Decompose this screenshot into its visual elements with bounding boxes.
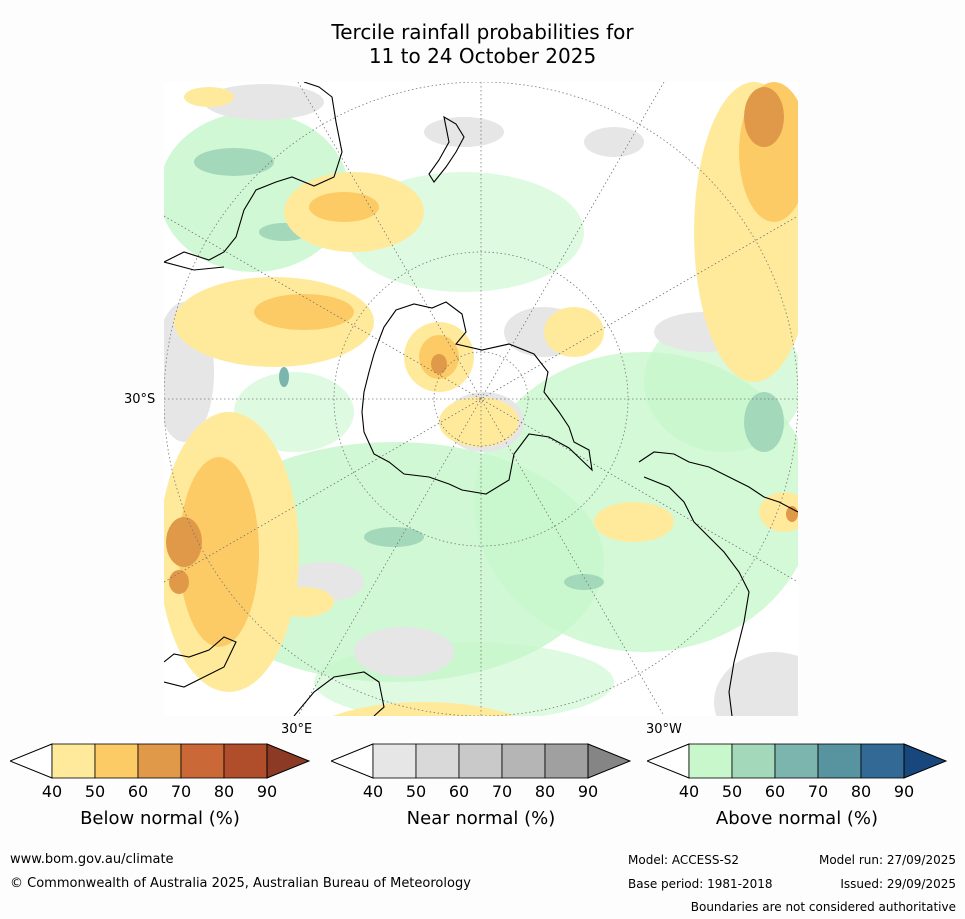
- legend-title: Near normal (%): [406, 808, 556, 829]
- colorbar-tick-label: 40: [678, 782, 700, 801]
- footer-copyright: © Commonwealth of Australia 2025, Austra…: [10, 876, 471, 891]
- legend-near-normal: 40 50 60 70 80 90 Near normal (%): [331, 742, 631, 842]
- longitude-label-east: 30°E: [281, 722, 313, 737]
- colorbar-upper-extension: [266, 743, 310, 779]
- colorbar-tick-label: 80: [213, 782, 235, 801]
- colorbar-tick-label: 60: [448, 782, 470, 801]
- colorbar-segment: [688, 743, 733, 779]
- colorbar-segment: [51, 743, 96, 779]
- colorbar-segment: [774, 743, 819, 779]
- colorbar: [331, 743, 631, 779]
- colorbar-tick-label: 60: [764, 782, 786, 801]
- coastlines: [163, 81, 799, 717]
- latitude-label: 30°S: [124, 392, 156, 407]
- colorbar: [10, 743, 310, 779]
- colorbar-tick-label: 40: [41, 782, 63, 801]
- colorbar-lower-extension: [647, 743, 690, 779]
- colorbar-lower-extension: [331, 743, 374, 779]
- colorbar-tick-label: 80: [534, 782, 556, 801]
- footer-base-period: Base period: 1981-2018: [628, 877, 773, 891]
- colorbar-segment: [501, 743, 546, 779]
- colorbar-tick-label: 60: [127, 782, 149, 801]
- probability-patches: [164, 82, 798, 716]
- colorbar-tick-label: 50: [721, 782, 743, 801]
- colorbar-upper-extension: [587, 743, 631, 779]
- legend-above-normal: 40 50 60 70 80 90 Above normal (%): [647, 742, 947, 842]
- colorbar-segment: [137, 743, 182, 779]
- colorbar-segment: [180, 743, 225, 779]
- colorbar-segment: [731, 743, 776, 779]
- colorbar-tick-label: 70: [170, 782, 192, 801]
- footer-model-run: Model run: 27/09/2025: [818, 853, 956, 867]
- colorbar-tick-label: 90: [893, 782, 915, 801]
- colorbar-upper-extension: [903, 743, 947, 779]
- colorbar-segment: [372, 743, 417, 779]
- title-line-1: Tercile rainfall probabilities for: [331, 20, 634, 44]
- colorbar-segment: [544, 743, 589, 779]
- legend-below-normal: 40 50 60 70 80 90 Below normal (%): [10, 742, 310, 842]
- footer-model: Model: ACCESS-S2: [628, 853, 740, 867]
- footer-url[interactable]: www.bom.gov.au/climate: [10, 852, 174, 867]
- colorbar-tick-label: 90: [577, 782, 599, 801]
- colorbar-tick-label: 90: [256, 782, 278, 801]
- colorbar-tick-label: 80: [850, 782, 872, 801]
- colorbar-tick-label: 70: [491, 782, 513, 801]
- footer-disclaimer: Boundaries are not considered authoritat…: [690, 900, 956, 914]
- footer-issued: Issued: 29/09/2025: [840, 877, 956, 891]
- longitude-label-west: 30°W: [646, 722, 682, 737]
- colorbar-tick-label: 70: [807, 782, 829, 801]
- colorbar-segment: [458, 743, 503, 779]
- legend-title: Above normal (%): [715, 808, 879, 829]
- title-line-2: 11 to 24 October 2025: [368, 44, 597, 68]
- colorbar-segment: [860, 743, 905, 779]
- map-title: Tercile rainfall probabilities for 11 to…: [0, 20, 965, 68]
- graticule: [164, 82, 798, 716]
- colorbar: [647, 743, 947, 779]
- colorbar-segment: [94, 743, 139, 779]
- colorbar-tick-label: 50: [84, 782, 106, 801]
- legend-title: Below normal (%): [80, 808, 240, 829]
- colorbar-segment: [415, 743, 460, 779]
- south-polar-map: [163, 81, 799, 717]
- colorbar-segment: [223, 743, 268, 779]
- map-canvas: [163, 81, 799, 717]
- colorbar-lower-extension: [10, 743, 53, 779]
- colorbar-tick-label: 40: [362, 782, 384, 801]
- colorbar-segment: [817, 743, 862, 779]
- colorbar-tick-label: 50: [405, 782, 427, 801]
